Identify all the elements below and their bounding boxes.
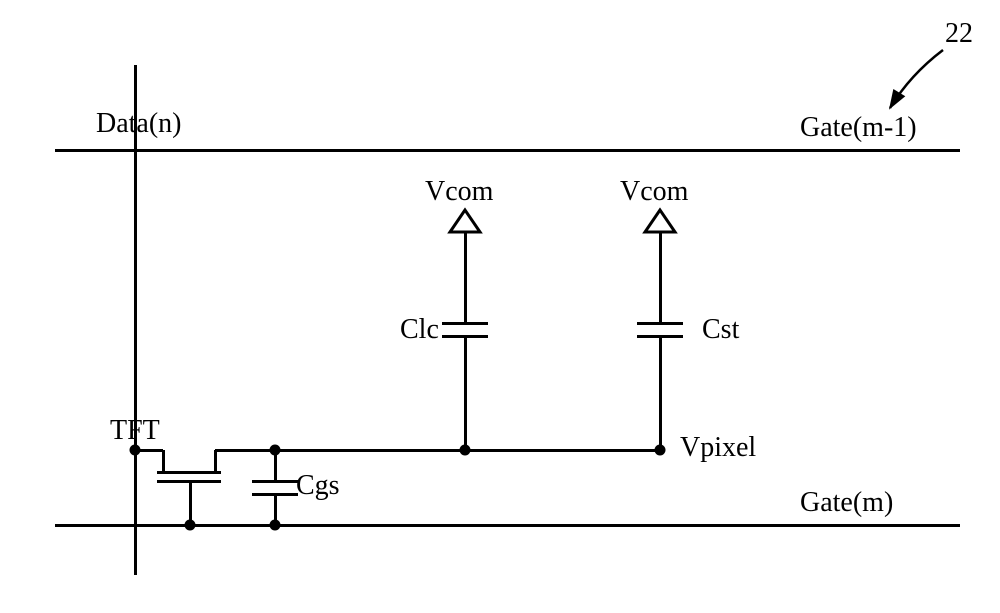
tft-label: TFT: [110, 415, 160, 447]
vcom-symbol: [450, 210, 480, 232]
node-dot: [185, 520, 196, 531]
overlay-svg: [0, 0, 1000, 613]
gate-line-upper: [55, 149, 960, 152]
vpixel-label: Vpixel: [680, 432, 756, 464]
tft-gate-wire: [189, 481, 192, 525]
data-line: [134, 65, 137, 575]
cst-label: Cst: [702, 314, 739, 346]
cgs-label: Cgs: [296, 470, 340, 502]
gate-lower-label: Gate(m): [800, 487, 893, 519]
circuit-diagram: 22 Data(n) Gate(m-1) Gate(m) Vcom Vcom Clc Cst C…: [0, 0, 1000, 613]
clc-label: Clc: [400, 314, 439, 346]
node-dot: [655, 445, 666, 456]
node-dot: [270, 520, 281, 531]
ref-arrow-head: [889, 89, 905, 110]
ref-number-label: 22: [945, 18, 973, 50]
ref-arrow-shaft: [890, 50, 943, 108]
vcom-label-2: Vcom: [620, 176, 688, 208]
pixel-node-wire: [215, 449, 660, 452]
vcom-symbol: [645, 210, 675, 232]
node-dot: [460, 445, 471, 456]
tft-channel-bar: [157, 471, 221, 474]
vcom-label-1: Vcom: [425, 176, 493, 208]
data-line-label: Data(n): [96, 108, 182, 140]
gate-upper-label: Gate(m-1): [800, 112, 917, 144]
node-dot: [270, 445, 281, 456]
